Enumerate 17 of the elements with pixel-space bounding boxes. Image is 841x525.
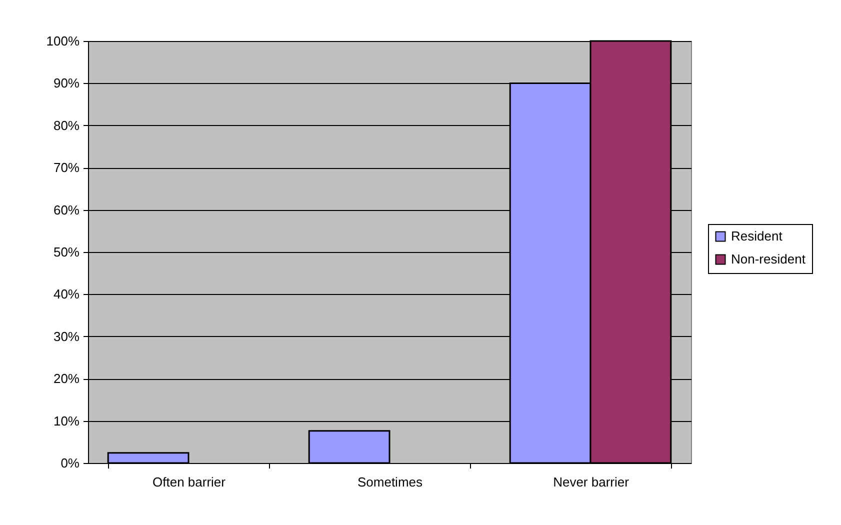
y-tick-label: 10% <box>53 413 80 428</box>
legend-label: Resident <box>731 228 783 244</box>
y-tick-label: 50% <box>53 244 80 260</box>
y-tick-label: 90% <box>53 76 80 91</box>
y-tick-label: 0% <box>60 456 80 470</box>
y-tick-label: 20% <box>53 371 80 386</box>
y-tick-label: 40% <box>53 286 80 302</box>
x-tick-label: Never barrier <box>553 474 630 490</box>
y-tick-label: 100% <box>46 34 80 48</box>
y-tick-label: 80% <box>53 118 80 133</box>
y-tick-label: 70% <box>53 160 80 176</box>
bar <box>308 430 390 464</box>
legend-label: Non-resident <box>731 252 806 266</box>
y-tick-label: 30% <box>53 328 80 344</box>
x-tick-label: Often barrier <box>152 474 226 490</box>
y-tick-label: 60% <box>53 202 80 218</box>
x-tick-label: Sometimes <box>357 474 424 490</box>
